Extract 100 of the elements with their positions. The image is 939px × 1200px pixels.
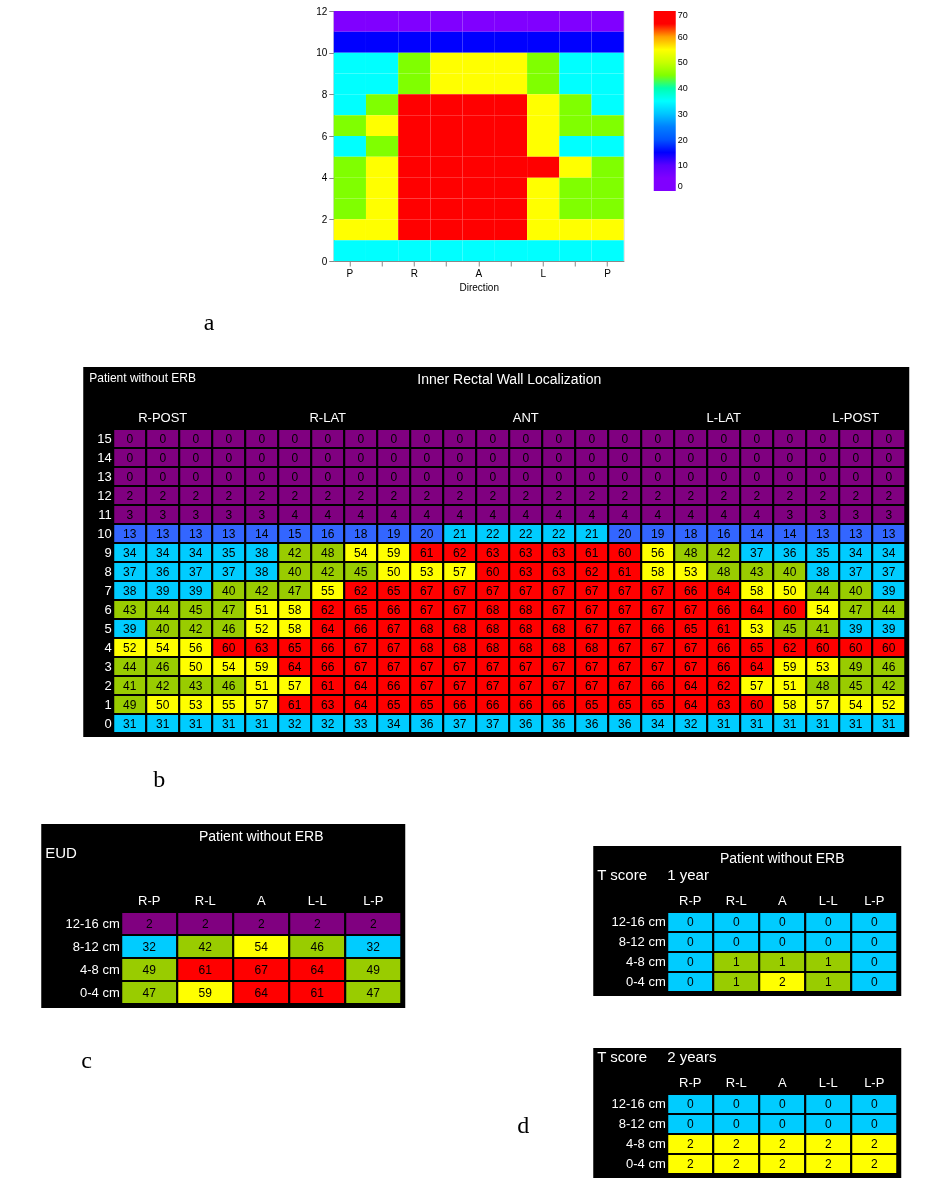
data-label: 0 [732,1117,740,1131]
data-label: 37 [486,716,500,731]
data-label: 60 [222,640,236,655]
data-label: 14 [255,526,269,541]
data-label: 2 [786,488,794,503]
data-label: 41 [123,678,137,693]
data-label: 32 [288,716,302,731]
data-label: 3 [819,507,827,522]
data-label: 54 [156,640,170,655]
color-bar-label: 30 [677,108,688,119]
data-label: 66 [651,678,665,693]
data-label: 42 [189,621,203,636]
data-label: 18 [354,526,368,541]
data-label: 0 [192,469,200,484]
data-label: 40 [222,583,236,598]
data-label: 0 [720,431,728,446]
data-label: 34 [189,545,203,560]
data-label: 68 [585,640,599,655]
data-label: 0 [357,431,365,446]
data-label: 0 [522,469,530,484]
data-label: 0 [291,431,299,446]
data-label: 0 [732,1097,740,1111]
data-label: 31 [849,716,863,731]
data-label: 13 [156,526,170,541]
data-label: 0 [819,450,827,465]
data-label: 3 [852,507,860,522]
data-label: 68 [519,640,533,655]
data-label: 2 [778,1137,786,1151]
data-label: 65 [387,697,401,712]
data-label: 1 [778,955,786,969]
data-label: 3 [885,507,893,522]
data-label: 0 [870,1117,878,1131]
data-label: 54 [849,697,863,712]
data-label: 56 [651,545,665,560]
data-label: 68 [486,621,500,636]
data-label: 32 [684,716,698,731]
data-label: 0 [291,469,299,484]
data-label: 54 [222,659,236,674]
data-label: 67 [453,602,467,617]
data-label: 0 [885,469,893,484]
data-label: 0 [522,450,530,465]
data-label: 39 [849,621,863,636]
data-label: 37 [750,545,764,560]
data-label: 4 [291,507,299,522]
data-label: 31 [750,716,764,731]
x-tick-label: L-L [818,1074,838,1090]
y-tick-label: 3 [104,658,112,674]
data-label: 0 [390,469,398,484]
data-label: 0 [720,450,728,465]
data-label: 0 [489,450,497,465]
data-label: 4 [522,507,530,522]
x-tick-label: A [475,267,483,279]
data-label: 46 [222,621,236,636]
data-label: 67 [552,659,566,674]
data-label: 0 [456,431,464,446]
x-tick-label: P [604,267,612,279]
data-label: 0 [824,1117,832,1131]
data-label: 45 [189,602,203,617]
data-label: 68 [519,621,533,636]
data-label: 61 [198,962,213,977]
data-label: 66 [387,602,401,617]
data-label: 62 [783,640,797,655]
chart-title: Patient without ERB [719,850,845,866]
data-label: 39 [123,621,137,636]
data-label: 38 [255,545,269,560]
data-label: 2 [225,488,233,503]
data-label: 0 [819,431,827,446]
y-tick-label: 8-12 cm [618,934,666,949]
data-label: 4 [753,507,761,522]
data-label: 65 [684,621,698,636]
data-label: 44 [816,583,830,598]
data-label: 37 [453,716,467,731]
data-label: 39 [882,583,896,598]
data-label: 2 [852,488,860,503]
data-label: 2 [555,488,563,503]
data-label: 61 [420,545,434,560]
data-label: 48 [816,678,830,693]
data-label: 0 [588,431,596,446]
data-label: 51 [783,678,797,693]
data-label: 2 [720,488,728,503]
data-label: 2 [423,488,431,503]
data-label: 0 [778,915,786,929]
data-label: 44 [156,602,170,617]
chart-subtitle: 2 years [667,1048,717,1065]
data-label: 60 [618,545,632,560]
data-label: 67 [618,621,632,636]
data-label: 2 [824,1137,832,1151]
data-label: 2 [687,488,695,503]
data-label: 45 [354,564,368,579]
data-label: 68 [486,602,500,617]
data-label: 60 [849,640,863,655]
y-tick-label: 12-16 cm [611,1096,666,1111]
data-label: 67 [585,621,599,636]
data-label: 65 [750,640,764,655]
data-label: 67 [618,678,632,693]
data-label: 67 [519,678,533,693]
data-label: 67 [618,640,632,655]
x-tick-label: A [256,892,266,908]
data-label: 64 [310,962,325,977]
data-label: 53 [816,659,830,674]
